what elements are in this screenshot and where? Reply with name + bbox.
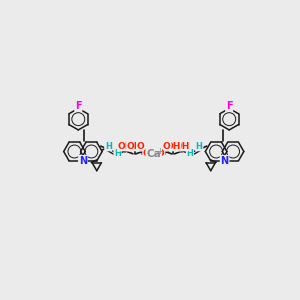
Text: O: O xyxy=(157,149,165,158)
Text: OH: OH xyxy=(127,142,142,151)
Text: OH: OH xyxy=(165,142,181,151)
Text: H: H xyxy=(187,148,194,158)
Text: H: H xyxy=(114,148,121,158)
Text: O: O xyxy=(137,142,145,151)
Text: OH: OH xyxy=(118,142,133,151)
Text: N: N xyxy=(79,156,87,166)
Text: O: O xyxy=(163,142,171,151)
Text: F: F xyxy=(226,101,232,111)
Text: OH: OH xyxy=(175,142,190,151)
Text: N: N xyxy=(220,156,229,166)
Text: +: + xyxy=(156,147,163,156)
Text: F: F xyxy=(75,101,82,111)
Text: H: H xyxy=(105,142,112,151)
Text: Ca: Ca xyxy=(146,149,161,159)
Text: H: H xyxy=(196,142,202,151)
Text: O: O xyxy=(143,149,151,158)
